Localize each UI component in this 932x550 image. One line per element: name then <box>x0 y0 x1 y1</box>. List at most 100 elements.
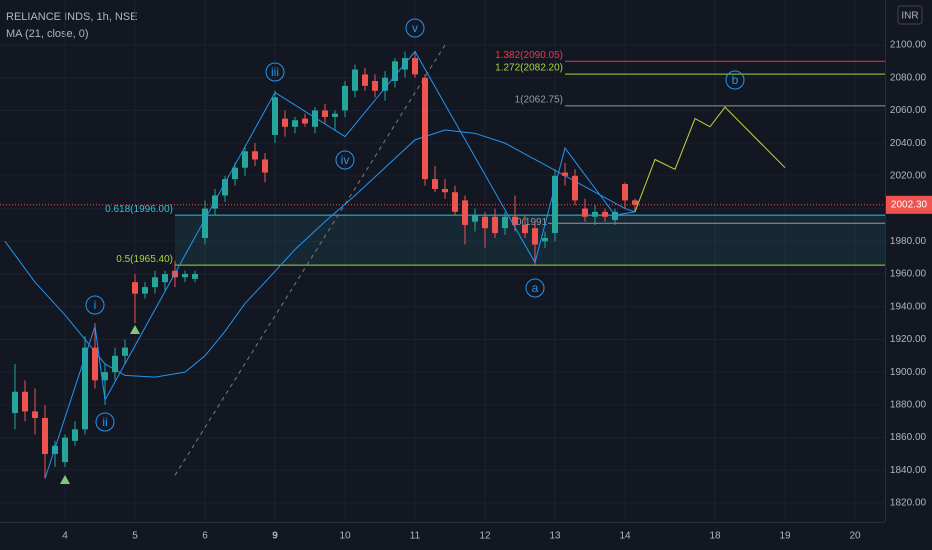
candle-body <box>122 347 128 356</box>
x-tick-label: 11 <box>410 531 421 542</box>
candle-body <box>552 175 558 234</box>
x-tick-label: 13 <box>549 531 561 542</box>
x-tick-label: 19 <box>779 531 791 542</box>
candle-body <box>362 74 368 86</box>
candle-body <box>142 287 148 294</box>
candle-body <box>242 151 248 168</box>
candle-body <box>472 215 478 222</box>
candle-body <box>12 391 18 414</box>
ma-legend: MA (21, close, 0) <box>6 28 89 40</box>
candle-body <box>162 274 168 283</box>
y-tick-label: 1920.00 <box>890 334 927 345</box>
x-tick-label: 18 <box>709 531 721 542</box>
candle-body <box>262 159 268 173</box>
candle-body <box>132 282 138 294</box>
candle-body <box>592 211 598 217</box>
y-tick-label: 1960.00 <box>890 269 927 280</box>
projection-path <box>634 106 786 213</box>
candle-body <box>102 372 108 381</box>
candle-body <box>322 110 328 117</box>
candle-body <box>512 216 518 225</box>
y-tick-label: 2040.00 <box>890 138 927 149</box>
candle-body <box>302 118 308 124</box>
candle-body <box>612 211 618 221</box>
y-tick-label: 2100.00 <box>890 40 927 51</box>
candle-body <box>52 445 58 454</box>
y-tick-label: 1860.00 <box>890 432 927 443</box>
wave-label-circle <box>725 70 745 90</box>
candle-body <box>222 179 228 196</box>
fib-label: 0.618(1996.00) <box>105 204 173 215</box>
last-price-tag <box>886 195 932 214</box>
candle-body <box>332 113 338 117</box>
candle-body <box>92 347 98 381</box>
candle-body <box>182 274 188 278</box>
y-tick-label: 1820.00 <box>890 498 927 509</box>
fib-label: 0(1991 <box>516 217 548 228</box>
wave-label-circle <box>85 295 105 315</box>
candle-body <box>412 58 418 75</box>
chart-title: RELIANCE INDS, 1h, NSE <box>6 11 137 23</box>
candle-body <box>352 69 358 91</box>
wave-label: v <box>412 21 418 35</box>
candle-body <box>62 437 68 463</box>
candle-body <box>462 200 468 225</box>
candle-body <box>202 208 208 239</box>
y-tick-label: 1840.00 <box>890 465 927 476</box>
x-tick-label: 10 <box>339 531 351 542</box>
candle-body <box>312 110 318 127</box>
candle-body <box>232 167 238 180</box>
candle-body <box>622 184 628 201</box>
y-tick-label: 1980.00 <box>890 236 927 247</box>
x-tick-label: 5 <box>132 531 138 542</box>
x-tick-label: 6 <box>202 531 208 542</box>
candle-body <box>392 61 398 81</box>
signal-marker <box>130 325 140 334</box>
currency[interactable]: INR <box>901 11 918 22</box>
candle-body <box>432 179 438 189</box>
wave-label: ii <box>102 415 107 429</box>
candle-body <box>532 228 538 245</box>
currency-box[interactable] <box>897 5 923 25</box>
candle-body <box>632 200 638 205</box>
candle-body <box>252 151 258 160</box>
last-price-label: 2002.30 <box>891 199 928 210</box>
candle-body <box>602 211 608 217</box>
candle-body <box>582 208 588 217</box>
x-tick-label: 12 <box>479 531 491 542</box>
candle-body <box>372 80 378 91</box>
wave-label-circle <box>335 150 355 170</box>
candle-body <box>572 175 578 201</box>
x-tick-label: 9 <box>272 531 278 542</box>
y-tick-label: 1940.00 <box>890 301 927 312</box>
candle-body <box>422 77 428 180</box>
candle-body <box>382 77 388 91</box>
candle-body <box>492 216 498 234</box>
candle-body <box>342 85 348 111</box>
wave-label-circle <box>405 18 425 38</box>
fib-label: 0.5(1965.40) <box>116 254 173 265</box>
wave-label: iv <box>341 153 350 167</box>
candle-body <box>42 417 48 454</box>
wave-path <box>44 50 636 479</box>
candle-body <box>82 347 88 430</box>
candle-body <box>192 274 198 279</box>
wave-label: a <box>532 281 539 295</box>
candle-body <box>152 277 158 288</box>
candle-body <box>442 188 448 193</box>
wave-label: i <box>94 298 97 312</box>
y-tick-label: 1900.00 <box>890 367 927 378</box>
candle-body <box>292 120 298 127</box>
y-tick-label: 2060.00 <box>890 105 927 116</box>
x-tick-label: 20 <box>849 531 861 542</box>
fib-label: 1(2062.75) <box>515 95 563 106</box>
x-tick-label: 4 <box>62 531 68 542</box>
candle-body <box>272 97 278 135</box>
wave-label-circle <box>265 62 285 82</box>
wave-label-circle <box>95 412 115 432</box>
candle-body <box>562 172 568 176</box>
y-tick-label: 2020.00 <box>890 170 927 181</box>
candle-body <box>282 118 288 127</box>
